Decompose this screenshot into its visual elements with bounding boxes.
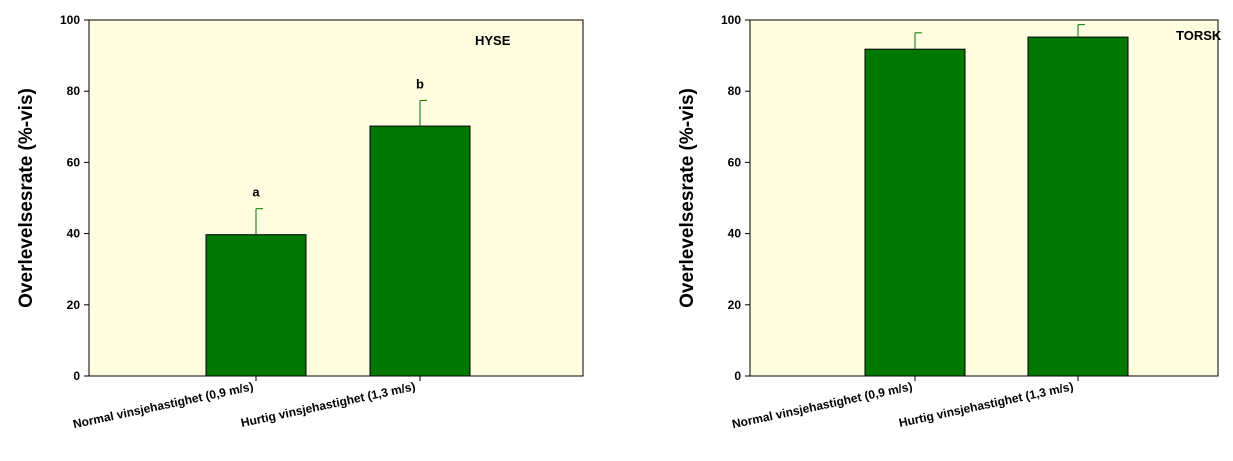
- x-tick-label: Normal vinsjehastighet (0,9 m/s): [72, 379, 255, 431]
- bar-1: [864, 48, 966, 377]
- bar-1: [205, 234, 307, 377]
- x-tick-label: Hurtig vinsjehastighet (1,3 m/s): [898, 379, 1075, 430]
- bar-2: [369, 125, 471, 377]
- chart-panel-2: 0 20 40 60 80 100 Normal vinsjehastighet (0,9 …: [677, 13, 1222, 431]
- x-tick-label: Normal vinsjehastighet (0,9 m/s): [731, 379, 914, 431]
- significance-label-2: b: [416, 76, 424, 91]
- y-tick-label: 20: [728, 298, 742, 312]
- chart-panel-1: a b 0 20 40 60 80 100 Normal vinsjehastighet (0,…: [16, 13, 584, 431]
- y-tick-label: 20: [67, 298, 81, 312]
- y-tick-label: 60: [728, 155, 742, 169]
- chart-title: HYSE: [475, 33, 511, 48]
- y-tick-label: 80: [728, 84, 742, 98]
- y-tick-label: 0: [73, 369, 80, 383]
- y-axis-label: Overlevelsesrate (%-vis): [677, 88, 698, 308]
- x-tick-label: Hurtig vinsjehastighet (1,3 m/s): [240, 379, 417, 430]
- plot-area: [749, 19, 1219, 377]
- y-tick-label: 0: [734, 369, 741, 383]
- y-tick-label: 40: [67, 227, 81, 241]
- y-tick-label: 100: [721, 13, 741, 27]
- y-tick-label: 80: [67, 84, 81, 98]
- y-tick-label: 60: [67, 155, 81, 169]
- plot-area: [88, 19, 584, 377]
- chart-title: TORSK: [1176, 28, 1222, 43]
- significance-label-1: a: [252, 185, 260, 200]
- bar-2: [1027, 36, 1129, 377]
- y-tick-label: 40: [728, 227, 742, 241]
- y-tick-label: 100: [60, 13, 80, 27]
- y-axis-label: Overlevelsesrate (%-vis): [16, 88, 37, 308]
